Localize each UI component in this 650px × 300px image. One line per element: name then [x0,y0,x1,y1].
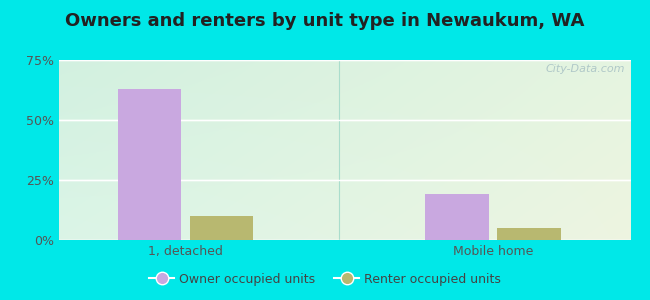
Legend: Owner occupied units, Renter occupied units: Owner occupied units, Renter occupied un… [144,268,506,291]
Bar [118,89,181,240]
Text: City-Data.com: City-Data.com [545,64,625,74]
Bar [497,228,560,240]
Bar [425,194,489,240]
Text: Owners and renters by unit type in Newaukum, WA: Owners and renters by unit type in Newau… [65,12,585,30]
Bar [190,216,254,240]
